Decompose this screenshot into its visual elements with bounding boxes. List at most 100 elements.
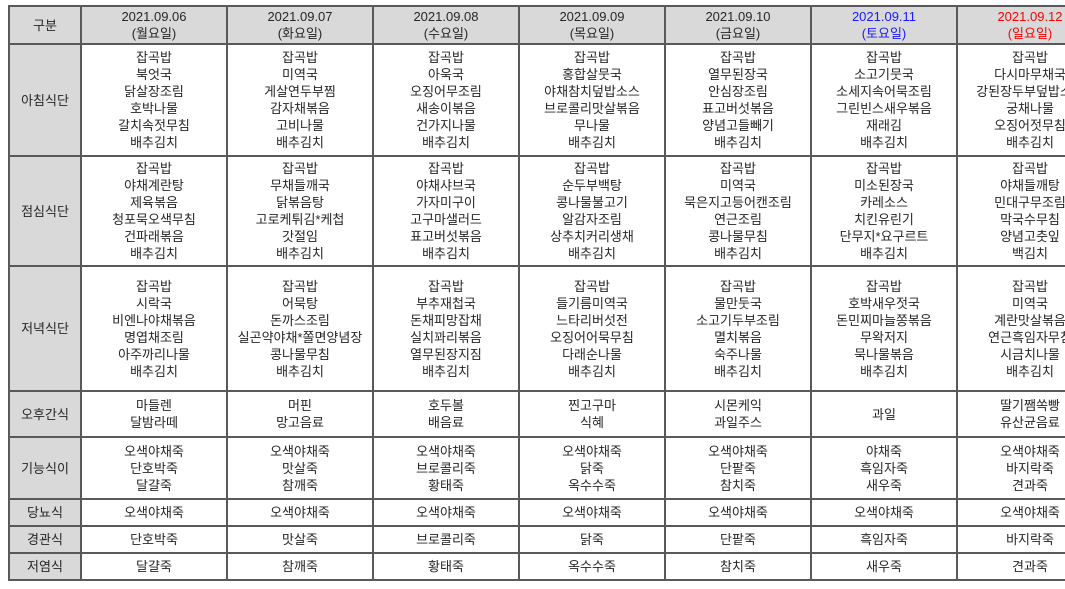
row-label-3: 오후간식: [8, 390, 82, 438]
menu-item: 호박나물: [130, 101, 178, 116]
menu-cell-4-6: 오색야채죽 바지락죽 견과죽: [956, 436, 1065, 500]
menu-item: 배추김치: [1006, 363, 1054, 379]
menu-item: 흑임자죽: [860, 532, 908, 547]
menu-item: 배추김치: [714, 363, 762, 379]
date-text: 2021.09.07: [267, 9, 333, 24]
menu-cell-1-5: 잡곡밥 미소된장국 카레소스 치킨유린기 단무지*요구르트 배추김치: [810, 155, 958, 267]
menu-cell-7-5: 새우죽: [810, 552, 958, 581]
menu-cell-6-6: 바지락죽: [956, 525, 1065, 554]
menu-item: 치킨유린기: [854, 212, 914, 227]
menu-item: 소고기뭇국: [854, 67, 914, 82]
menu-item: 양념고춧잎: [1000, 229, 1060, 244]
menu-item: 머핀: [288, 398, 312, 413]
menu-item: 딸기쨈쏙빵: [1000, 398, 1060, 413]
menu-item: 오징어젓무침: [994, 118, 1065, 133]
menu-item: 배음료: [428, 415, 464, 430]
menu-item: 어묵탕: [282, 295, 318, 311]
menu-item: 배추김치: [568, 135, 616, 150]
menu-item: 배추김치: [422, 246, 470, 261]
menu-item: 재래김: [866, 118, 902, 133]
menu-item: 잡곡밥: [574, 50, 610, 65]
menu-item: 아욱국: [428, 67, 464, 82]
menu-item: 배추김치: [1006, 135, 1054, 150]
menu-cell-3-1: 머핀 망고음료: [226, 390, 374, 438]
menu-item: 마들렌: [136, 398, 172, 413]
date-header-3: 2021.09.09 (목요일): [518, 5, 666, 45]
menu-item: 야채죽: [866, 443, 902, 459]
menu-item: 달밤라떼: [130, 415, 178, 430]
menu-cell-1-6: 잡곡밥 야채들깨탕 민대구무조림 막국수무침 양념고춧잎 백김치: [956, 155, 1065, 267]
menu-item: 소세지속어묵조림: [836, 84, 932, 99]
menu-item: 무왁저지: [860, 329, 908, 345]
menu-item: 백김치: [1012, 246, 1048, 261]
menu-cell-5-6: 오색야채죽: [956, 498, 1065, 527]
row-label-6: 경관식: [8, 525, 82, 554]
menu-item: 상추치커리생채: [550, 229, 634, 244]
menu-item: 돈민찌마늘쫑볶음: [836, 312, 932, 328]
menu-item: 호두볼: [428, 398, 464, 413]
menu-cell-1-0: 잡곡밥 야채계란탕 제육볶음 청포묵오색무침 건파래볶음 배추김치: [80, 155, 228, 267]
menu-item: 비엔나야채볶음: [112, 312, 196, 328]
date-header-5: 2021.09.11 (토요일): [810, 5, 958, 45]
menu-cell-5-0: 오색야채죽: [80, 498, 228, 527]
menu-item: 알감자조림: [562, 212, 622, 227]
menu-item: 다래순나물: [562, 346, 622, 362]
menu-item: 단무지*요구르트: [839, 229, 929, 244]
menu-cell-1-2: 잡곡밥 야채샤브국 가자미구이 고구마샐러드 표고버섯볶음 배추김치: [372, 155, 520, 267]
row-label-7: 저염식: [8, 552, 82, 581]
weekday-text: (금요일): [715, 26, 761, 41]
menu-item: 오색야채죽: [1000, 443, 1060, 459]
menu-item: 배추김치: [422, 363, 470, 379]
menu-item: 배추김치: [568, 363, 616, 379]
menu-item: 배추김치: [714, 135, 762, 150]
menu-item: 오색야채죽: [270, 443, 330, 459]
menu-item: 갈치속젓무침: [118, 118, 190, 133]
menu-item: 오징어무조림: [410, 84, 482, 99]
menu-item: 닭살장조림: [124, 84, 184, 99]
menu-item: 브로콜리죽: [416, 460, 476, 476]
menu-cell-6-1: 맛살죽: [226, 525, 374, 554]
date-text: 2021.09.11: [851, 9, 917, 24]
menu-item: 묵은지고등어캔조림: [684, 195, 792, 210]
menu-item: 시락국: [136, 295, 172, 311]
header-row: 구분 2021.09.06 (월요일) 2021.09.07 (화요일) 2021.09.…: [8, 5, 1065, 45]
menu-item: 찐고구마: [568, 398, 616, 413]
menu-item: 카레소스: [860, 195, 908, 210]
menu-item: 잡곡밥: [282, 161, 318, 176]
menu-item: 돈채피망잡채: [410, 312, 482, 328]
menu-item: 오색야채죽: [562, 505, 622, 520]
row-label-1: 점심식단: [8, 155, 82, 267]
menu-item: 배추김치: [860, 135, 908, 150]
menu-item: 바지락죽: [1006, 532, 1054, 547]
menu-cell-3-5: 과일: [810, 390, 958, 438]
menu-item: 돈까스조림: [270, 312, 330, 328]
date-text: 2021.09.08: [413, 9, 479, 24]
menu-item: 브로콜리죽: [416, 532, 476, 547]
menu-item: 배추김치: [130, 363, 178, 379]
menu-item: 오색야채죽: [124, 505, 184, 520]
menu-item: 잡곡밥: [428, 278, 464, 294]
weekday-text: (월요일): [131, 26, 177, 41]
menu-item: 게살연두부찜: [264, 84, 336, 99]
menu-item: 맛살죽: [282, 460, 318, 476]
menu-item: 표고버섯볶음: [410, 229, 482, 244]
menu-item: 야채계란탕: [124, 178, 184, 193]
menu-item: 달걀죽: [136, 477, 172, 493]
menu-item: 참깨죽: [282, 477, 318, 493]
menu-cell-7-6: 견과죽: [956, 552, 1065, 581]
menu-item: 민대구무조림: [994, 195, 1065, 210]
menu-item: 옥수수죽: [568, 477, 616, 493]
menu-item: 잡곡밥: [1012, 278, 1048, 294]
menu-cell-1-4: 잡곡밥 미역국 묵은지고등어캔조림 연근조림 콩나물무침 배추김치: [664, 155, 812, 267]
menu-row-4: 기능식이 오색야채죽 단호박죽 달걀죽 오색야채죽 맛살죽 참깨죽 오색야채죽 브로콜리죽 황태죽…: [8, 436, 1065, 500]
menu-item: 강된장두부덮밥소스: [976, 84, 1065, 99]
menu-item: 흑임자죽: [860, 460, 908, 476]
menu-row-0: 아침식단 잡곡밥 북엇국 닭살장조림 호박나물 갈치속젓무침 배추김치 잡곡밥 미역국 게살연두부…: [8, 43, 1065, 157]
menu-item: 오색야채죽: [416, 443, 476, 459]
menu-cell-7-3: 옥수수죽: [518, 552, 666, 581]
menu-item: 닭죽: [580, 460, 604, 476]
menu-item: 오색야채죽: [1000, 505, 1060, 520]
menu-item: 잡곡밥: [720, 161, 756, 176]
menu-item: 가자미구이: [416, 195, 476, 210]
